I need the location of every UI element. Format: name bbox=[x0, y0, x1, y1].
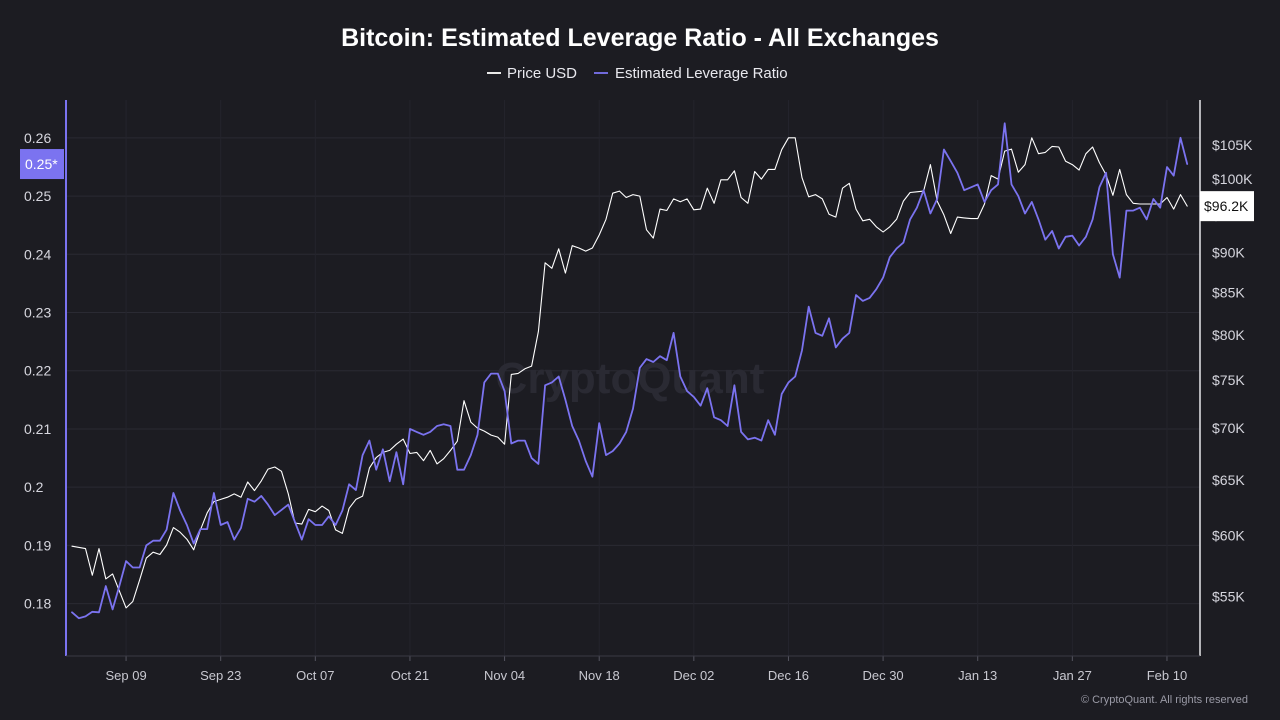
x-tick-label: Dec 02 bbox=[673, 668, 714, 683]
y-left-tick-label: 0.22 bbox=[24, 363, 51, 379]
x-tick-label: Oct 07 bbox=[296, 668, 334, 683]
axes bbox=[65, 100, 1201, 661]
y-right-tick-label: $100K bbox=[1212, 171, 1253, 187]
x-tick-label: Sep 23 bbox=[200, 668, 241, 683]
y-right-tick-label: $85K bbox=[1212, 285, 1245, 301]
x-tick-label: Oct 21 bbox=[391, 668, 429, 683]
y-left-current-tag-label: 0.25* bbox=[25, 156, 58, 172]
y-right-tick-label: $105K bbox=[1212, 137, 1253, 153]
y-right-current-tag bbox=[1200, 191, 1254, 222]
y-left-tick-label: 0.19 bbox=[24, 537, 51, 553]
y-left-tick-label: 0.21 bbox=[24, 421, 51, 437]
y-left-tick-label: 0.2 bbox=[24, 479, 44, 495]
y-left-tick-label: 0.25 bbox=[24, 188, 51, 204]
current-value-tags: 0.25* $96.2K bbox=[20, 149, 1254, 222]
tick-labels: 0.18 0.19 0.2 0.21 0.22 0.23 0.24 0.25 0.26 $55K $… bbox=[24, 130, 1253, 683]
x-tick-label: Jan 13 bbox=[958, 668, 997, 683]
watermark: CryptoQuant bbox=[496, 354, 765, 403]
y-left-tick-label: 0.23 bbox=[24, 305, 51, 321]
y-left-current-tag bbox=[20, 149, 64, 180]
chart-title: Bitcoin: Estimated Leverage Ratio - All … bbox=[341, 24, 939, 52]
y-right-tick-label: $75K bbox=[1212, 372, 1245, 388]
x-tick-label: Dec 16 bbox=[768, 668, 809, 683]
series-line-price-usd[interactable] bbox=[71, 137, 1188, 609]
x-tick-label: Jan 27 bbox=[1053, 668, 1092, 683]
gridlines bbox=[66, 100, 1200, 656]
series-group[interactable] bbox=[71, 122, 1189, 620]
legend-label-estimated-leverage-ratio[interactable]: Estimated Leverage Ratio bbox=[615, 65, 788, 82]
copyright-credit: © CryptoQuant. All rights reserved bbox=[1081, 694, 1248, 706]
y-right-tick-label: $80K bbox=[1212, 327, 1245, 343]
legend-label-price-usd[interactable]: Price USD bbox=[507, 65, 577, 82]
legend[interactable]: Price USD Estimated Leverage Ratio bbox=[487, 65, 788, 82]
y-right-tick-label: $55K bbox=[1212, 588, 1245, 604]
x-tick-label: Sep 09 bbox=[105, 668, 146, 683]
y-left-tick-label: 0.26 bbox=[24, 130, 51, 146]
x-tick-label: Nov 04 bbox=[484, 668, 525, 683]
y-left-tick-label: 0.24 bbox=[24, 246, 51, 262]
y-right-tick-label: $65K bbox=[1212, 472, 1245, 488]
y-right-current-tag-label: $96.2K bbox=[1204, 198, 1249, 214]
x-tick-label: Nov 18 bbox=[579, 668, 620, 683]
series-line-estimated-leverage-ratio[interactable] bbox=[71, 122, 1189, 620]
x-tick-label: Feb 10 bbox=[1147, 668, 1187, 683]
y-right-tick-label: $70K bbox=[1212, 420, 1245, 436]
y-right-tick-label: $90K bbox=[1212, 245, 1245, 261]
x-tick-label: Dec 30 bbox=[862, 668, 903, 683]
y-right-tick-label: $60K bbox=[1212, 528, 1245, 544]
y-left-tick-label: 0.18 bbox=[24, 596, 51, 612]
